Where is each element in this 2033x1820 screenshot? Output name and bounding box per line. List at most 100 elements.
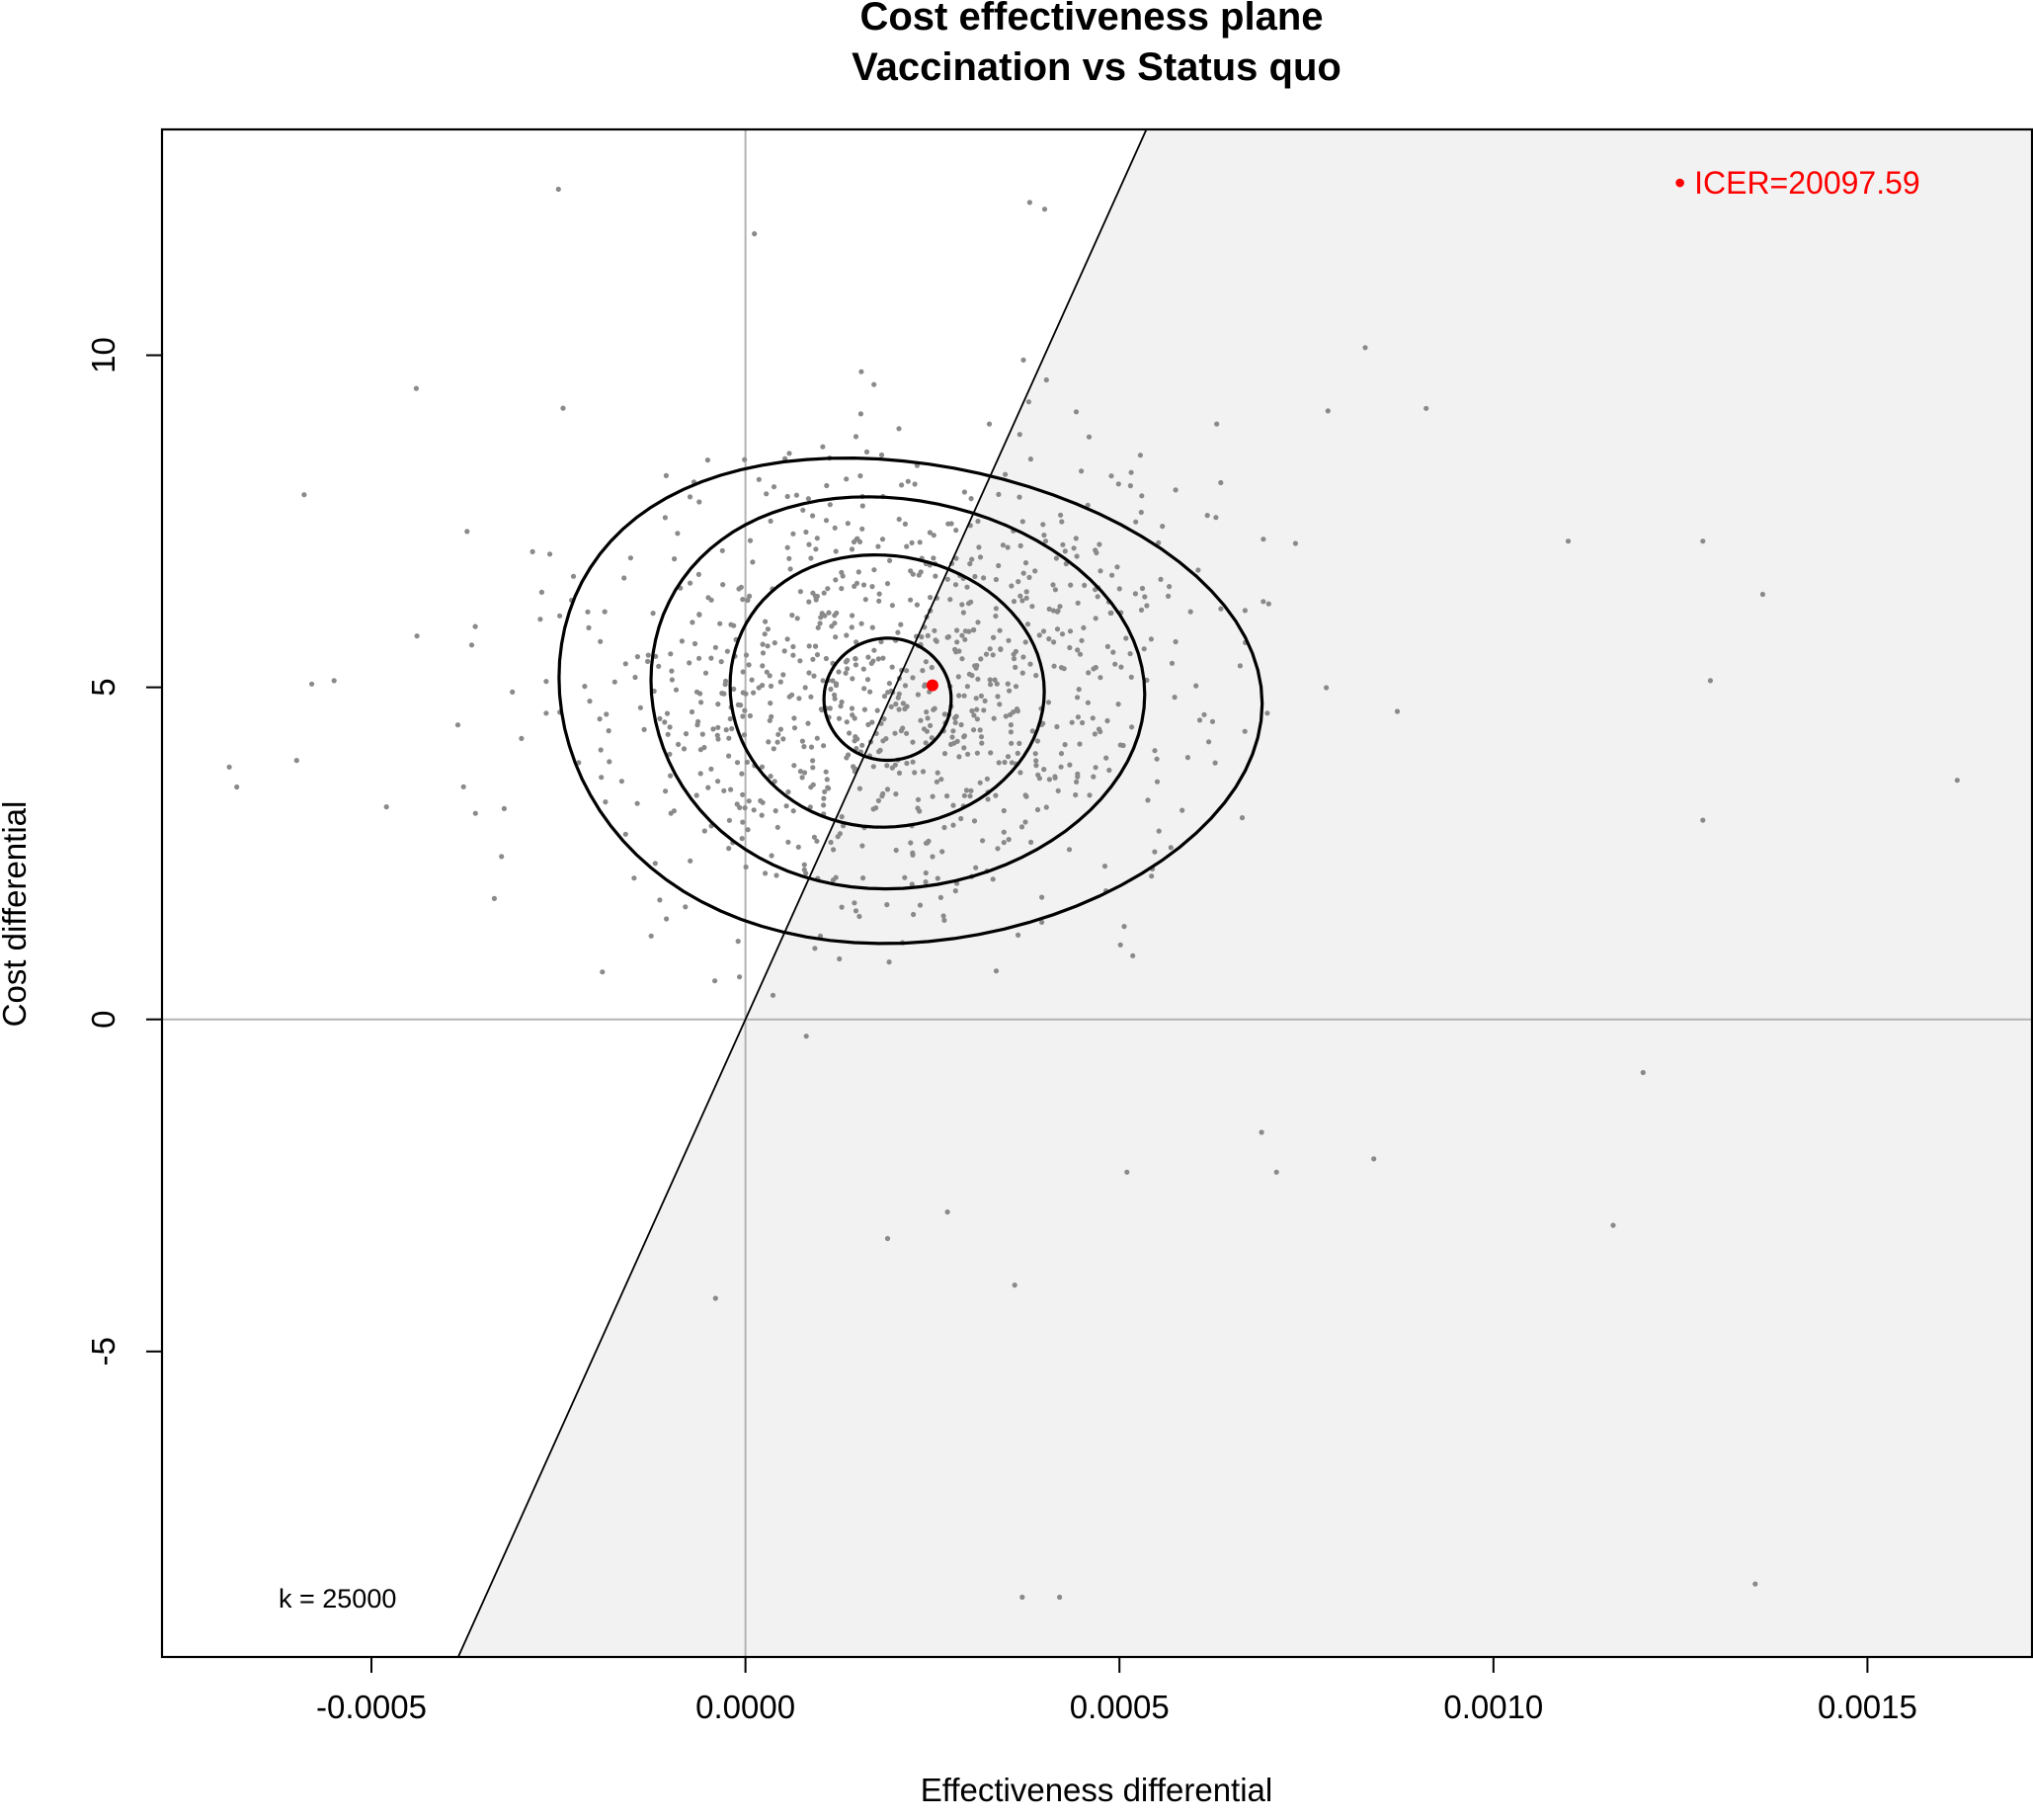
- scatter-point: [719, 547, 725, 553]
- scatter-point: [988, 682, 994, 688]
- scatter-point: [632, 674, 638, 681]
- scatter-point: [1139, 493, 1145, 499]
- scatter-point: [774, 739, 780, 745]
- scatter-point: [1108, 610, 1114, 617]
- scatter-point: [954, 627, 960, 633]
- scatter-point: [662, 719, 668, 725]
- scatter-point: [724, 648, 731, 654]
- scatter-point: [909, 881, 915, 887]
- scatter-point: [1101, 864, 1108, 869]
- scatter-point: [1043, 376, 1049, 383]
- scatter-point: [1086, 434, 1093, 440]
- scatter-point: [996, 562, 1002, 569]
- scatter-point: [472, 810, 478, 816]
- scatter-point: [797, 769, 804, 775]
- scatter-point: [736, 586, 742, 592]
- scatter-point: [717, 620, 723, 626]
- scatter-point: [918, 717, 924, 723]
- scatter-point: [921, 726, 928, 732]
- scatter-point: [884, 763, 890, 769]
- scatter-point: [1109, 572, 1115, 578]
- scatter-point: [1700, 817, 1706, 823]
- scatter-point: [1759, 591, 1765, 598]
- scatter-point: [687, 494, 693, 500]
- scatter-point: [859, 843, 865, 849]
- scatter-point: [697, 691, 703, 697]
- scatter-point: [836, 715, 843, 721]
- scatter-point: [915, 692, 922, 698]
- scatter-point: [981, 707, 987, 713]
- scatter-point: [645, 652, 651, 658]
- scatter-point: [993, 606, 1000, 612]
- scatter-point: [1007, 688, 1013, 694]
- scatter-point: [914, 602, 921, 608]
- scatter-point: [963, 787, 970, 793]
- scatter-point: [742, 805, 748, 811]
- scatter-point: [806, 670, 812, 676]
- scatter-point: [739, 771, 745, 777]
- scatter-point: [979, 740, 985, 746]
- scatter-point: [737, 804, 743, 811]
- scatter-point: [555, 186, 561, 193]
- scatter-point: [1067, 762, 1073, 768]
- scatter-point: [944, 793, 950, 799]
- scatter-point: [1138, 509, 1144, 516]
- scatter-point: [947, 597, 953, 603]
- scatter-point: [861, 686, 867, 692]
- scatter-point: [744, 759, 751, 766]
- scatter-point: [1114, 564, 1120, 570]
- scatter-point: [1640, 1069, 1646, 1076]
- scatter-point: [952, 582, 959, 588]
- scatter-point: [995, 694, 1001, 700]
- contour-level-4: [822, 636, 953, 763]
- scatter-point: [669, 668, 675, 674]
- scatter-point: [1032, 751, 1038, 757]
- scatter-point: [1000, 542, 1007, 548]
- scatter-point: [820, 444, 826, 450]
- scatter-point: [293, 758, 299, 764]
- scatter-point: [1091, 774, 1097, 780]
- scatter-point: [768, 701, 773, 706]
- scatter-point: [760, 650, 767, 656]
- scatter-point: [1093, 587, 1098, 593]
- scatter-point: [1028, 839, 1034, 846]
- scatter-point: [852, 766, 857, 772]
- scatter-point: [969, 556, 975, 562]
- scatter-point: [875, 543, 881, 549]
- scatter-point: [741, 732, 748, 738]
- scatter-point: [1121, 924, 1127, 930]
- density-contours: [557, 455, 1264, 946]
- scatter-point: [611, 679, 617, 685]
- scatter-point: [764, 669, 770, 675]
- x-axis: -0.0005 0.0000 0.0005 0.0010 0.0015: [316, 1657, 1917, 1725]
- scatter-point: [982, 698, 988, 704]
- scatter-point: [777, 726, 784, 732]
- scatter-point: [821, 743, 827, 749]
- scatter-point: [560, 405, 566, 411]
- scatter-point: [910, 675, 916, 681]
- scatter-point: [925, 840, 931, 846]
- scatter-point: [769, 713, 774, 720]
- scatter-point: [691, 640, 698, 647]
- scatter-point: [793, 492, 800, 498]
- scatter-point: [931, 533, 936, 538]
- scatter-point: [813, 546, 819, 552]
- scatter-point: [1156, 539, 1162, 545]
- scatter-point: [1752, 1581, 1758, 1587]
- scatter-point: [604, 711, 610, 717]
- scatter-point: [876, 598, 882, 604]
- scatter-point: [910, 759, 916, 765]
- scatter-point: [226, 764, 232, 770]
- scatter-point: [1020, 654, 1026, 660]
- scatter-point: [679, 638, 686, 644]
- scatter-point: [948, 741, 954, 748]
- scatter-point: [977, 727, 983, 733]
- scatter-point: [974, 706, 980, 712]
- scatter-point: [944, 1209, 950, 1215]
- scatter-point: [929, 664, 935, 671]
- scatter-point: [824, 482, 830, 489]
- scatter-point: [768, 518, 773, 525]
- scatter-point: [933, 637, 938, 643]
- scatter-point: [1104, 643, 1110, 650]
- scatter-point: [664, 916, 670, 922]
